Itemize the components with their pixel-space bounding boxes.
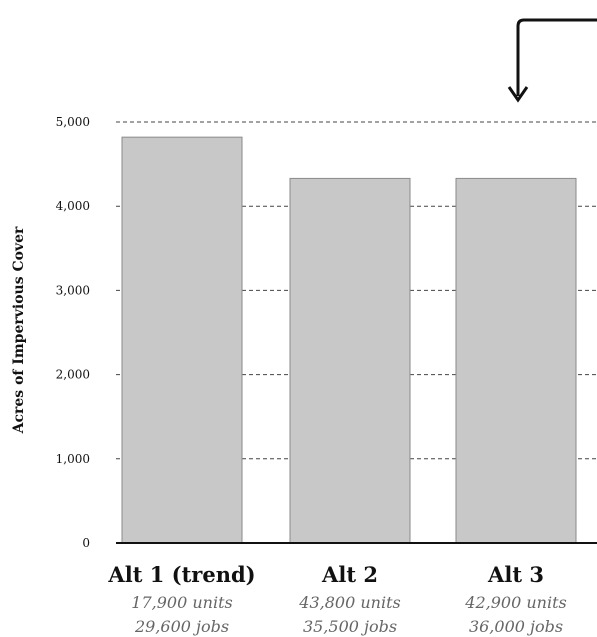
arrow-head-icon bbox=[507, 86, 529, 103]
y-tick-label: 2,000 bbox=[56, 368, 90, 382]
x-sublabel: 17,900 units bbox=[131, 593, 232, 612]
y-tick-label: 5,000 bbox=[56, 115, 90, 129]
x-tick-label: Alt 1 (trend) bbox=[107, 562, 255, 587]
y-tick-label: 1,000 bbox=[56, 452, 90, 466]
bar bbox=[289, 177, 411, 544]
y-axis-label: Acres of Impervious Cover bbox=[11, 226, 27, 434]
x-sublabel: 35,500 jobs bbox=[303, 617, 397, 636]
bar bbox=[121, 136, 243, 544]
x-axis-labels: Alt 1 (trend) 17,900 units 29,600 jobs Alt … bbox=[107, 562, 566, 636]
y-tick-label: 3,000 bbox=[56, 283, 90, 297]
x-tick-label: Alt 2 bbox=[321, 562, 378, 587]
y-tick-label: 4,000 bbox=[56, 199, 90, 213]
x-tick-label: Alt 3 bbox=[487, 562, 544, 587]
bar bbox=[455, 177, 577, 544]
x-sublabel: 36,000 jobs bbox=[469, 617, 563, 636]
y-tick-label: 0 bbox=[82, 536, 90, 550]
x-sublabel: 43,800 units bbox=[298, 593, 400, 612]
y-axis: 0 1,000 2,000 3,000 4,000 5,000 bbox=[56, 115, 90, 550]
x-sublabel: 29,600 jobs bbox=[134, 617, 229, 636]
x-sublabel: 42,900 units bbox=[464, 593, 566, 612]
annotation-arrow-icon bbox=[516, 18, 597, 96]
bars bbox=[121, 136, 577, 544]
